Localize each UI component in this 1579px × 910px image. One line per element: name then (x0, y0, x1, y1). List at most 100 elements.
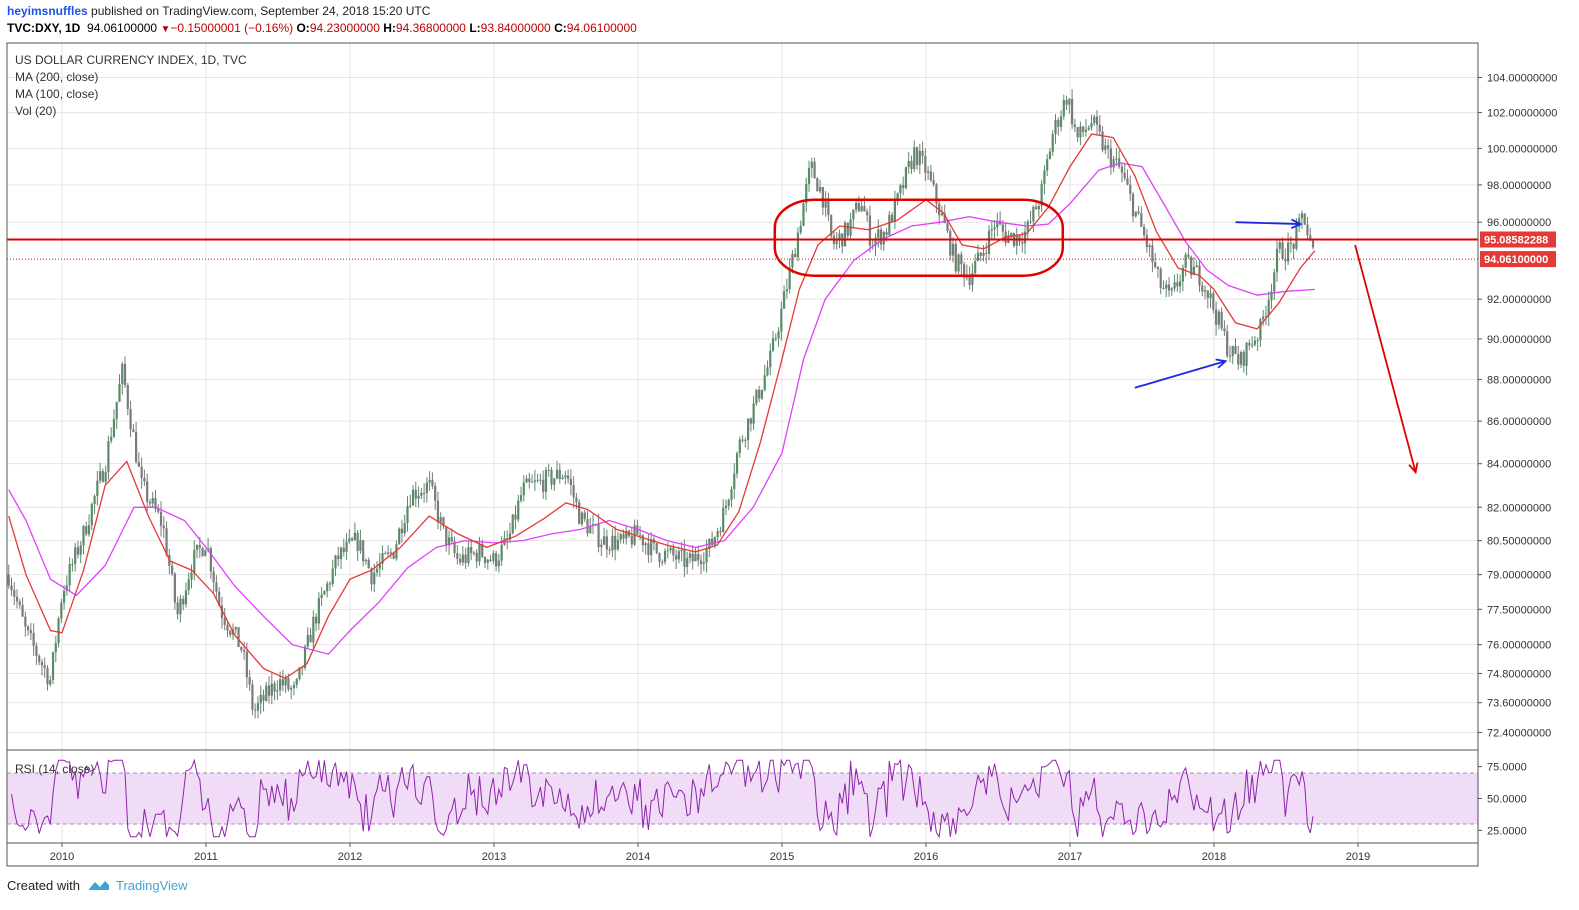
candle-body (1209, 293, 1212, 298)
candle-body (1065, 100, 1068, 105)
candle-body (298, 667, 301, 680)
candle-body (287, 678, 290, 690)
candle-body (157, 508, 160, 512)
candle-body (968, 275, 971, 285)
candle-body (1156, 267, 1160, 270)
candle-body (550, 469, 553, 485)
rsi-tick-label: 25.0000 (1487, 825, 1527, 837)
tradingview-logo-icon (88, 879, 110, 894)
candle-body (1120, 166, 1124, 173)
candle-body (1076, 126, 1079, 138)
candle-body (735, 453, 739, 474)
candle-body (24, 616, 27, 627)
candle-body (741, 439, 744, 441)
candle-body (306, 634, 309, 647)
red-forecast-arrow-shaft (1354, 244, 1417, 473)
author-name[interactable]: heyimsnuffles (7, 4, 88, 18)
candle-body (600, 544, 603, 548)
candle-body (780, 308, 783, 332)
resistance-label-bg (1480, 231, 1556, 248)
candle-body (467, 547, 470, 564)
candle-body (309, 634, 312, 643)
candle-body (27, 626, 30, 631)
candle-body (857, 202, 860, 212)
candle-body (1306, 224, 1309, 236)
grid-lines (7, 43, 1478, 843)
candle-body (414, 489, 417, 499)
candle-body (121, 363, 124, 385)
candle-body (879, 229, 883, 245)
candle-body (1278, 242, 1281, 249)
candle-body (603, 536, 606, 545)
candle-body (1248, 342, 1251, 346)
candle-body (1284, 259, 1287, 262)
candle-body (647, 543, 650, 556)
candle-body (1292, 243, 1295, 249)
candle-body (423, 492, 426, 494)
candle-body (987, 230, 991, 254)
candle-body (472, 552, 476, 554)
candle-body (641, 535, 644, 546)
candle-body (1203, 290, 1207, 292)
candle-body (400, 528, 404, 534)
candle-body (758, 389, 761, 399)
x-tick-label: 2018 (1202, 851, 1226, 863)
candle-body (348, 538, 351, 542)
candle-body (719, 531, 722, 533)
candle-body (245, 651, 248, 678)
candle-body (15, 596, 19, 602)
candle-body (824, 200, 827, 208)
candle-body (204, 550, 207, 557)
candle-body (301, 667, 304, 669)
candle-body (697, 553, 700, 561)
blue-arrow-bottom-head (1215, 358, 1228, 369)
candle-body (1040, 183, 1043, 206)
candle-body (636, 525, 639, 535)
candle-body (572, 485, 575, 498)
candle-body (1010, 232, 1013, 236)
candle-body (694, 553, 697, 562)
candle-body (453, 541, 456, 554)
x-tick-label: 2016 (914, 851, 938, 863)
candle-body (949, 230, 952, 256)
last-price: 94.06100000 (87, 21, 158, 35)
candle-body (932, 180, 935, 185)
candle-body (1037, 205, 1040, 210)
candle-body (1201, 285, 1204, 292)
candle-body (417, 495, 420, 499)
low-key: L: (469, 21, 481, 35)
candle-body (644, 543, 647, 546)
candle-body (1311, 240, 1315, 248)
candle-body (1162, 287, 1165, 289)
candle-body (1262, 316, 1265, 320)
candle-body (68, 564, 71, 586)
tradingview-link[interactable]: TradingView (115, 878, 188, 893)
candle-body (107, 440, 110, 473)
legend-ma100: MA (100, close) (15, 87, 98, 101)
candle-body (1234, 345, 1237, 355)
candle-body (774, 338, 777, 340)
candles (7, 89, 1315, 719)
candle-body (243, 650, 246, 652)
candle-body (489, 559, 492, 561)
candle-body (110, 436, 113, 441)
candle-body (434, 485, 437, 501)
y-tick-label: 88.00000000 (1487, 375, 1551, 387)
candle-body (1145, 235, 1148, 248)
blue-arrow-bottom-shaft (1134, 360, 1226, 389)
candle-body (478, 543, 481, 562)
candle-body (38, 655, 41, 663)
candle-body (171, 565, 174, 574)
legend-ma200: MA (200, close) (15, 70, 98, 84)
candle-body (223, 618, 226, 625)
candle-body (1090, 122, 1093, 128)
candle-body (655, 543, 658, 554)
candle-body (184, 590, 188, 605)
candle-body (727, 499, 730, 506)
candle-body (921, 150, 924, 156)
ma200-line (8, 162, 1315, 655)
candle-body (265, 685, 268, 701)
candle-body (1151, 245, 1154, 263)
candle-body (96, 480, 99, 496)
